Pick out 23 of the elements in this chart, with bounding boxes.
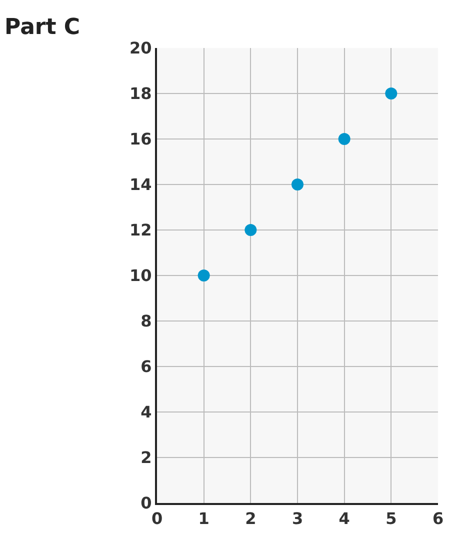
- point: [244, 224, 257, 236]
- y-tick-label: 16: [130, 130, 152, 149]
- y-tick-label: 20: [130, 38, 152, 58]
- x-tick-label: 4: [338, 509, 350, 528]
- y-tick-label: 14: [130, 175, 152, 194]
- y-tick-label: 6: [140, 357, 152, 376]
- x-tick-label: 5: [386, 509, 397, 528]
- x-tick-label: 6: [432, 509, 444, 528]
- point: [338, 133, 350, 145]
- y-tick-label: 18: [130, 84, 152, 104]
- y-tick-label: 10: [130, 266, 152, 286]
- point: [198, 270, 210, 282]
- chart-title: Part C: [4, 15, 80, 40]
- y-tick-label: 12: [130, 220, 152, 240]
- y-tick-label: 0: [140, 494, 152, 513]
- y-tick-label: 8: [140, 312, 152, 331]
- x-tick-label: 3: [292, 509, 304, 528]
- x-tick-label: 2: [245, 509, 256, 528]
- x-tick-label: 1: [198, 509, 210, 528]
- point: [385, 88, 398, 100]
- y-tick-label: 2: [140, 448, 152, 468]
- y-tick-label: 4: [140, 402, 152, 422]
- point: [292, 178, 304, 190]
